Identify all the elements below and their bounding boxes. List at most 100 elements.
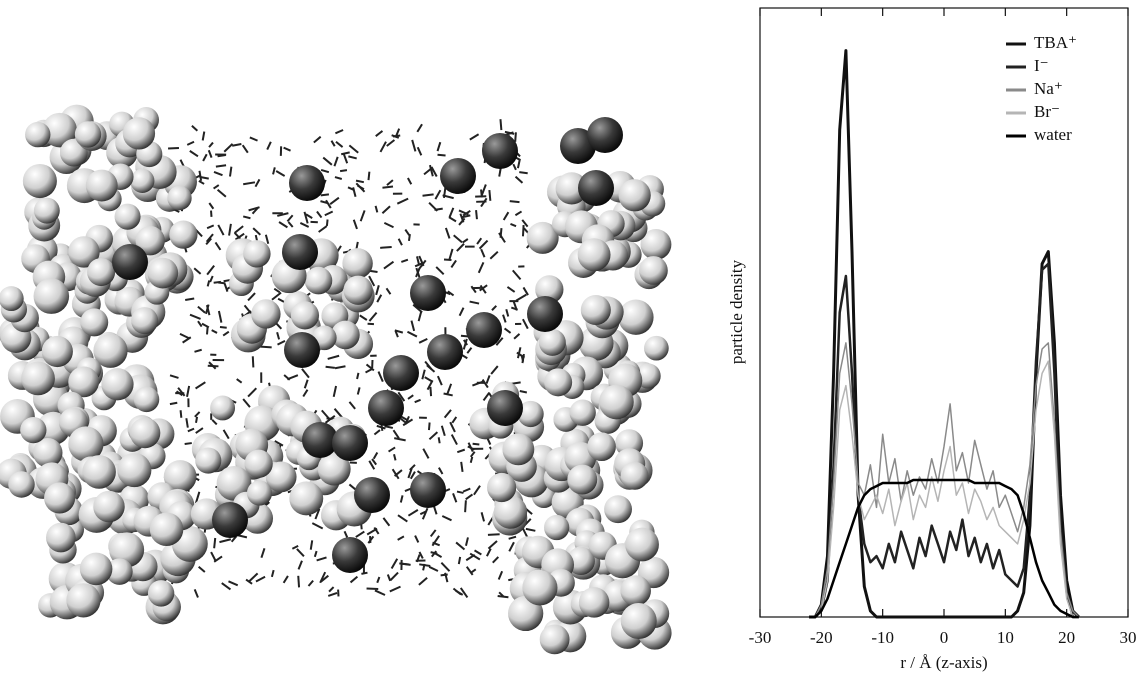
water-stick bbox=[519, 390, 528, 394]
atom bbox=[343, 275, 373, 305]
water-stick bbox=[390, 558, 399, 570]
water-stick bbox=[397, 514, 408, 523]
atom bbox=[41, 335, 73, 368]
water-stick bbox=[381, 205, 391, 214]
water-stick bbox=[448, 248, 454, 261]
atom bbox=[163, 460, 197, 493]
water-stick bbox=[297, 560, 303, 570]
water-stick bbox=[303, 379, 309, 389]
water-stick bbox=[368, 311, 378, 322]
atom bbox=[93, 490, 125, 523]
water-stick bbox=[490, 365, 499, 375]
ion bbox=[383, 355, 419, 391]
water-stick bbox=[228, 580, 239, 587]
water-stick bbox=[374, 205, 379, 213]
water-stick bbox=[416, 256, 420, 265]
water-stick bbox=[334, 176, 343, 180]
water-stick bbox=[195, 416, 199, 423]
water-stick bbox=[488, 189, 492, 201]
ion bbox=[354, 477, 390, 513]
x-tick-label: 0 bbox=[940, 628, 949, 647]
water-stick bbox=[504, 130, 515, 135]
water-stick bbox=[186, 140, 195, 146]
water-stick bbox=[352, 219, 358, 230]
water-stick bbox=[371, 458, 378, 466]
water-stick bbox=[348, 401, 356, 410]
x-tick-label: 30 bbox=[1120, 628, 1137, 647]
water-stick bbox=[347, 186, 355, 191]
atom bbox=[618, 179, 651, 212]
water-stick bbox=[198, 566, 206, 573]
water-stick bbox=[427, 422, 431, 431]
water-stick bbox=[477, 261, 485, 274]
water-stick bbox=[299, 222, 310, 228]
water-stick bbox=[436, 375, 443, 386]
water-stick bbox=[309, 540, 314, 550]
water-stick bbox=[402, 418, 414, 427]
water-stick bbox=[462, 487, 471, 493]
water-stick bbox=[191, 125, 199, 132]
water-stick bbox=[205, 304, 210, 315]
water-stick bbox=[286, 214, 294, 223]
water-stick bbox=[252, 227, 262, 236]
water-stick bbox=[450, 259, 457, 269]
water-stick bbox=[429, 529, 437, 538]
atom bbox=[169, 220, 198, 249]
water-stick bbox=[207, 149, 213, 158]
water-stick bbox=[201, 131, 206, 141]
water-stick bbox=[348, 155, 357, 160]
water-stick bbox=[324, 210, 334, 217]
atom bbox=[618, 299, 654, 335]
water-stick bbox=[480, 189, 483, 198]
water-stick bbox=[359, 210, 366, 222]
water-stick bbox=[510, 222, 517, 228]
water-stick bbox=[392, 134, 401, 138]
water-stick bbox=[480, 248, 486, 258]
water-stick bbox=[469, 451, 476, 458]
water-stick bbox=[508, 535, 517, 540]
water-stick bbox=[391, 468, 400, 480]
water-stick bbox=[401, 258, 409, 263]
atom bbox=[539, 624, 570, 655]
water-stick bbox=[464, 537, 469, 546]
water-stick bbox=[219, 538, 232, 544]
water-stick bbox=[450, 434, 458, 446]
water-stick bbox=[418, 551, 424, 559]
atom bbox=[68, 366, 100, 398]
water-stick bbox=[248, 206, 260, 212]
series-line bbox=[809, 360, 1079, 618]
water-stick bbox=[333, 156, 339, 167]
water-stick bbox=[437, 437, 441, 444]
atom bbox=[538, 328, 566, 356]
atom bbox=[79, 552, 113, 586]
water-stick bbox=[407, 177, 413, 185]
ion bbox=[482, 133, 518, 169]
water-stick bbox=[209, 275, 214, 283]
water-stick bbox=[303, 211, 309, 224]
water-stick bbox=[382, 185, 394, 189]
water-stick bbox=[433, 551, 443, 559]
water-stick bbox=[375, 130, 384, 137]
water-stick bbox=[168, 146, 180, 150]
water-stick bbox=[320, 574, 329, 583]
water-stick bbox=[399, 495, 404, 503]
water-stick bbox=[431, 535, 440, 547]
atom bbox=[135, 225, 165, 256]
water-stick bbox=[459, 213, 465, 223]
atom bbox=[580, 294, 611, 326]
atom bbox=[87, 258, 116, 287]
water-stick bbox=[414, 398, 421, 404]
plot-frame bbox=[759, 7, 1129, 618]
water-stick bbox=[248, 572, 259, 582]
water-stick bbox=[436, 141, 442, 152]
atom bbox=[289, 481, 324, 516]
water-stick bbox=[397, 535, 405, 541]
water-stick bbox=[169, 374, 179, 379]
water-stick bbox=[384, 425, 394, 429]
water-stick bbox=[325, 199, 332, 209]
water-stick bbox=[514, 210, 523, 217]
water-stick bbox=[211, 329, 218, 334]
water-stick bbox=[416, 123, 423, 133]
water-stick bbox=[516, 159, 521, 169]
water-stick bbox=[215, 164, 227, 168]
